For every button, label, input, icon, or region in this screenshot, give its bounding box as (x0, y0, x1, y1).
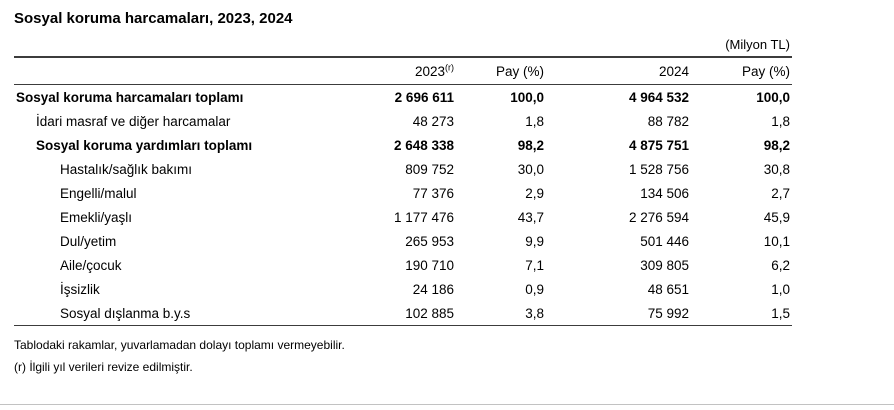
header-empty (14, 57, 336, 85)
cell-2023: 48 273 (412, 113, 454, 129)
cell-2024: 501 446 (640, 233, 689, 249)
cell-pay-2024: 100,0 (756, 89, 790, 105)
table-row: Engelli/malul 77 376 2,9 134 506 2,7 (14, 181, 792, 205)
row-label: Hastalık/sağlık bakımı (60, 161, 193, 177)
table-row: İşsizlik 24 186 0,9 48 651 1,0 (14, 277, 792, 301)
table-container: (Milyon TL) 2023(r) Pay (%) 2024 Pay (%)… (14, 37, 792, 378)
cell-pay-2023: 1,8 (525, 113, 544, 129)
unit-label: (Milyon TL) (725, 37, 790, 52)
cell-pay-2024: 6,2 (771, 257, 790, 273)
table-row: Hastalık/sağlık bakımı 809 752 30,0 1 52… (14, 157, 792, 181)
table-row: Dul/yetim 265 953 9,9 501 446 10,1 (14, 229, 792, 253)
cell-pay-2024: 1,5 (771, 305, 790, 321)
cell-pay-2024: 1,8 (771, 113, 790, 129)
header-year-2024: 2024 (546, 57, 691, 85)
cell-pay-2024: 1,0 (771, 281, 790, 297)
cell-pay-2023: 30,0 (517, 161, 544, 177)
header-year-2023: 2023(r) (336, 57, 456, 85)
cell-2024: 88 782 (647, 113, 689, 129)
cell-pay-2024: 45,9 (763, 209, 790, 225)
table-row: Sosyal dışlanma b.y.s 102 885 3,8 75 992… (14, 301, 792, 326)
page-title: Sosyal koruma harcamaları, 2023, 2024 (14, 10, 293, 27)
cell-2023: 1 177 476 (393, 209, 454, 225)
cell-2023: 24 186 (412, 281, 454, 297)
cell-2024: 134 506 (640, 185, 689, 201)
cell-2024: 48 651 (647, 281, 689, 297)
table-row: Aile/çocuk 190 710 7,1 309 805 6,2 (14, 253, 792, 277)
cell-2024: 75 992 (647, 305, 689, 321)
header-pay-2024: Pay (%) (691, 57, 792, 85)
header-year-2023-text: 2023 (414, 64, 445, 79)
data-table: 2023(r) Pay (%) 2024 Pay (%) Sosyal koru… (14, 56, 792, 326)
row-label: İdari masraf ve diğer harcamalar (36, 113, 231, 129)
cell-2023: 77 376 (412, 185, 454, 201)
cell-pay-2023: 0,9 (525, 281, 544, 297)
cell-pay-2024: 2,7 (771, 185, 790, 201)
cell-pay-2023: 3,8 (525, 305, 544, 321)
cell-2023: 102 885 (405, 305, 454, 321)
cell-pay-2024: 10,1 (763, 233, 790, 249)
table-row: İdari masraf ve diğer harcamalar 48 273 … (14, 109, 792, 133)
row-label: Dul/yetim (60, 233, 117, 249)
cell-pay-2024: 98,2 (763, 137, 790, 153)
footnotes: Tablodaki rakamlar, yuvarlamadan dolayı … (14, 335, 792, 378)
report-page: Sosyal koruma harcamaları, 2023, 2024 (M… (14, 10, 792, 378)
row-label: Engelli/malul (60, 185, 137, 201)
table-row: Emekli/yaşlı 1 177 476 43,7 2 276 594 45… (14, 205, 792, 229)
cell-pay-2023: 98,2 (517, 137, 544, 153)
row-label: Sosyal koruma yardımları toplamı (36, 137, 253, 153)
cell-2023: 2 648 338 (393, 137, 454, 153)
cell-2024: 2 276 594 (628, 209, 689, 225)
footnote-rounding: Tablodaki rakamlar, yuvarlamadan dolayı … (14, 338, 345, 352)
cell-2023: 2 696 611 (394, 89, 454, 105)
bottom-divider (0, 404, 894, 405)
row-label: Sosyal dışlanma b.y.s (60, 305, 191, 321)
cell-2024: 1 528 756 (628, 161, 689, 177)
row-label: İşsizlik (60, 281, 100, 297)
cell-pay-2023: 2,9 (525, 185, 544, 201)
header-pay-2023: Pay (%) (456, 57, 546, 85)
cell-2024: 309 805 (640, 257, 689, 273)
row-label: Sosyal koruma harcamaları toplamı (16, 89, 244, 105)
cell-pay-2023: 43,7 (517, 209, 544, 225)
row-label: Emekli/yaşlı (60, 209, 133, 225)
footnote-revision: (r) İlgili yıl verileri revize edilmişti… (14, 359, 193, 374)
cell-pay-2023: 7,1 (525, 257, 544, 273)
cell-pay-2023: 100,0 (510, 89, 544, 105)
revision-superscript: (r) (445, 62, 454, 73)
cell-2023: 265 953 (405, 233, 454, 249)
cell-pay-2024: 30,8 (763, 161, 790, 177)
cell-2024: 4 875 751 (628, 137, 689, 153)
row-label: Aile/çocuk (60, 257, 122, 273)
table-row: Sosyal koruma harcamaları toplamı 2 696 … (14, 85, 792, 110)
cell-pay-2023: 9,9 (525, 233, 544, 249)
header-row: 2023(r) Pay (%) 2024 Pay (%) (14, 57, 792, 85)
cell-2023: 809 752 (405, 161, 454, 177)
cell-2024: 4 964 532 (628, 89, 689, 105)
cell-2023: 190 710 (405, 257, 454, 273)
table-row: Sosyal koruma yardımları toplamı 2 648 3… (14, 133, 792, 157)
